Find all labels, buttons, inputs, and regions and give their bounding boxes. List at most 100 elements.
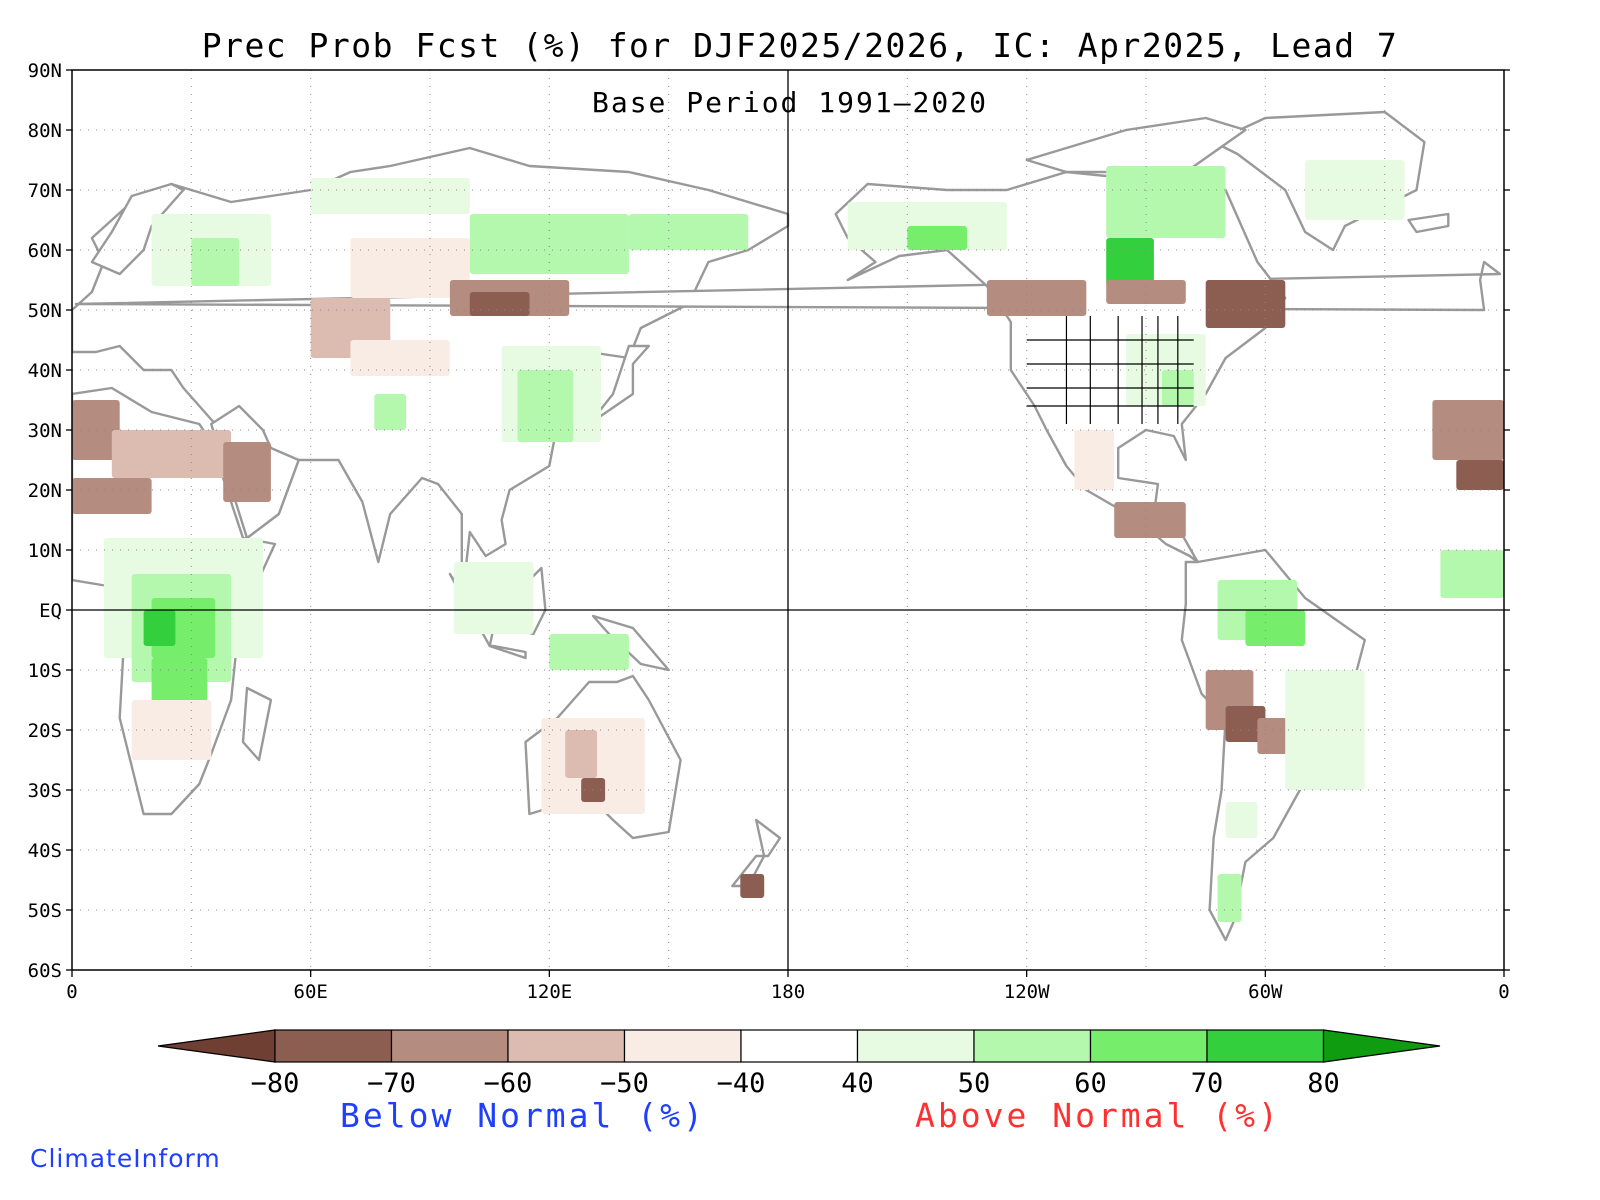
longitude-labels: 0 60E 120E 180 120W 60W 0	[66, 970, 1510, 1003]
shade-indonesia-wet	[549, 634, 629, 670]
lon-label: 0	[1498, 981, 1509, 1003]
shade-bolivia-dry	[1225, 706, 1266, 742]
graticule	[72, 70, 1504, 970]
legend-swatch	[623, 1029, 742, 1063]
continent-outlines	[72, 110, 1502, 942]
brand-logo-text: ClimateInform	[30, 1144, 221, 1173]
arctic-islands-outline	[1025, 116, 1247, 174]
shade-siberia-wet-2	[469, 214, 629, 274]
latitude-labels: 90N 80N 70N 60N 50N 40N 30N 20N 10N EQ 10S 20S 30S 40…	[28, 60, 1510, 982]
shade-w-canada-dry	[986, 280, 1087, 316]
legend-tick-label: 70	[1191, 1068, 1224, 1099]
lat-label: 50S	[28, 900, 62, 922]
shade-africa-wet-5	[151, 658, 208, 706]
shade-sahara-dry-1	[72, 400, 120, 460]
shade-alaska-wet-2	[907, 226, 967, 250]
lon-label: 60E	[294, 981, 328, 1003]
shade-australia-dry-3	[581, 778, 606, 802]
lat-label: 60N	[28, 240, 62, 262]
lat-label: 20N	[28, 480, 62, 502]
shade-siberia-wet-1	[310, 178, 470, 214]
shade-mexico-dry	[1074, 430, 1115, 490]
legend-tick-label: 40	[841, 1068, 874, 1099]
shade-chile-wet	[1225, 802, 1258, 838]
lon-label: 0	[66, 981, 77, 1003]
legend-swatch	[507, 1029, 626, 1063]
shade-nz-dry	[740, 874, 765, 898]
shade-sahara-dry-3	[72, 478, 152, 514]
lat-label: 10N	[28, 540, 62, 562]
map-title: Prec Prob Fcst (%) for DJF2025/2026, IC:…	[201, 26, 1399, 65]
shade-central-am-dry	[1114, 502, 1186, 538]
legend-tick-label: 80	[1307, 1068, 1340, 1099]
lat-label: 50N	[28, 300, 62, 322]
legend-swatch	[1206, 1029, 1325, 1063]
lat-label: 40N	[28, 360, 62, 382]
lat-label: 10S	[28, 660, 62, 682]
shade-mideast-dry	[223, 442, 271, 502]
legend-swatch	[740, 1029, 859, 1063]
shade-seasia-wet	[453, 562, 534, 634]
java-outline	[488, 644, 527, 660]
lon-label: 120E	[526, 981, 572, 1003]
lat-label: 40S	[28, 840, 62, 862]
shade-china-wet-2	[517, 370, 574, 442]
japan-outline	[587, 344, 650, 426]
legend-swatch	[856, 1029, 975, 1063]
shade-siberia-dry-1	[350, 238, 470, 298]
shade-africa-wet-4	[143, 610, 176, 646]
lat-label: 20S	[28, 720, 62, 742]
shade-patagonia-wet	[1217, 874, 1242, 922]
lat-label: 80N	[28, 120, 62, 142]
lat-label: EQ	[39, 600, 62, 622]
lon-label: 180	[771, 981, 805, 1003]
lat-label: 30S	[28, 780, 62, 802]
shade-canada-wet-2	[1106, 238, 1154, 286]
lat-label: 30N	[28, 420, 62, 442]
legend-swatch	[390, 1029, 509, 1063]
legend-tick-label: −50	[600, 1068, 649, 1099]
shade-s-africa-dry	[131, 700, 212, 760]
shade-nw-africa-dry-2	[1456, 460, 1504, 490]
new-guinea-outline	[591, 614, 670, 672]
legend-tick-label: −70	[367, 1068, 416, 1099]
shade-brazil-wet	[1285, 670, 1365, 790]
legend-tick-label: 60	[1074, 1068, 1107, 1099]
shade-amazon-wet-2	[1245, 610, 1306, 646]
nz-north-outline	[755, 818, 782, 858]
shade-greenland-wet	[1305, 160, 1405, 220]
scandinavia-outline	[90, 182, 185, 276]
legend-tick-label: −80	[251, 1068, 300, 1099]
legend-tick-label: −60	[484, 1068, 533, 1099]
shade-australia-dry-2	[565, 730, 597, 778]
us-state-borders	[1026, 316, 1194, 424]
color-legend-bar: −80 −70 −60 −50 −40 40 50 60 70 80	[157, 1029, 1441, 1099]
lon-label: 60W	[1248, 981, 1283, 1003]
legend-swatch	[973, 1029, 1092, 1063]
shade-himalaya-wet	[374, 394, 407, 430]
madagascar-outline	[241, 686, 273, 762]
legend-arrow-left	[157, 1029, 276, 1063]
shade-kamchatka-wet	[628, 214, 749, 250]
iceland-outline	[1407, 212, 1450, 234]
legend-tick-label: −40	[717, 1068, 766, 1099]
lon-label: 120W	[1004, 981, 1050, 1003]
below-normal-label: Below Normal (%)	[340, 1096, 706, 1135]
shade-sahara-dry-2	[111, 430, 232, 478]
shade-mongolia-dry-2	[469, 292, 530, 316]
legend-swatch	[1089, 1029, 1208, 1063]
lat-label: 90N	[28, 60, 62, 82]
shade-canada-dry	[1106, 280, 1186, 304]
lat-label: 70N	[28, 180, 62, 202]
shade-canada-wet-1	[1106, 166, 1226, 238]
shade-russia-wet-1	[191, 238, 239, 286]
legend-tick-label: 50	[958, 1068, 991, 1099]
legend-swatch	[274, 1029, 393, 1063]
shade-nw-africa-dry	[1432, 400, 1504, 460]
legend-arrow-right	[1322, 1029, 1441, 1063]
shade-w-africa-wet	[1440, 550, 1504, 598]
shade-central-asia-dry	[350, 340, 450, 376]
base-period-label: Base Period 1991–2020	[591, 86, 988, 119]
above-normal-label: Above Normal (%)	[915, 1096, 1281, 1135]
